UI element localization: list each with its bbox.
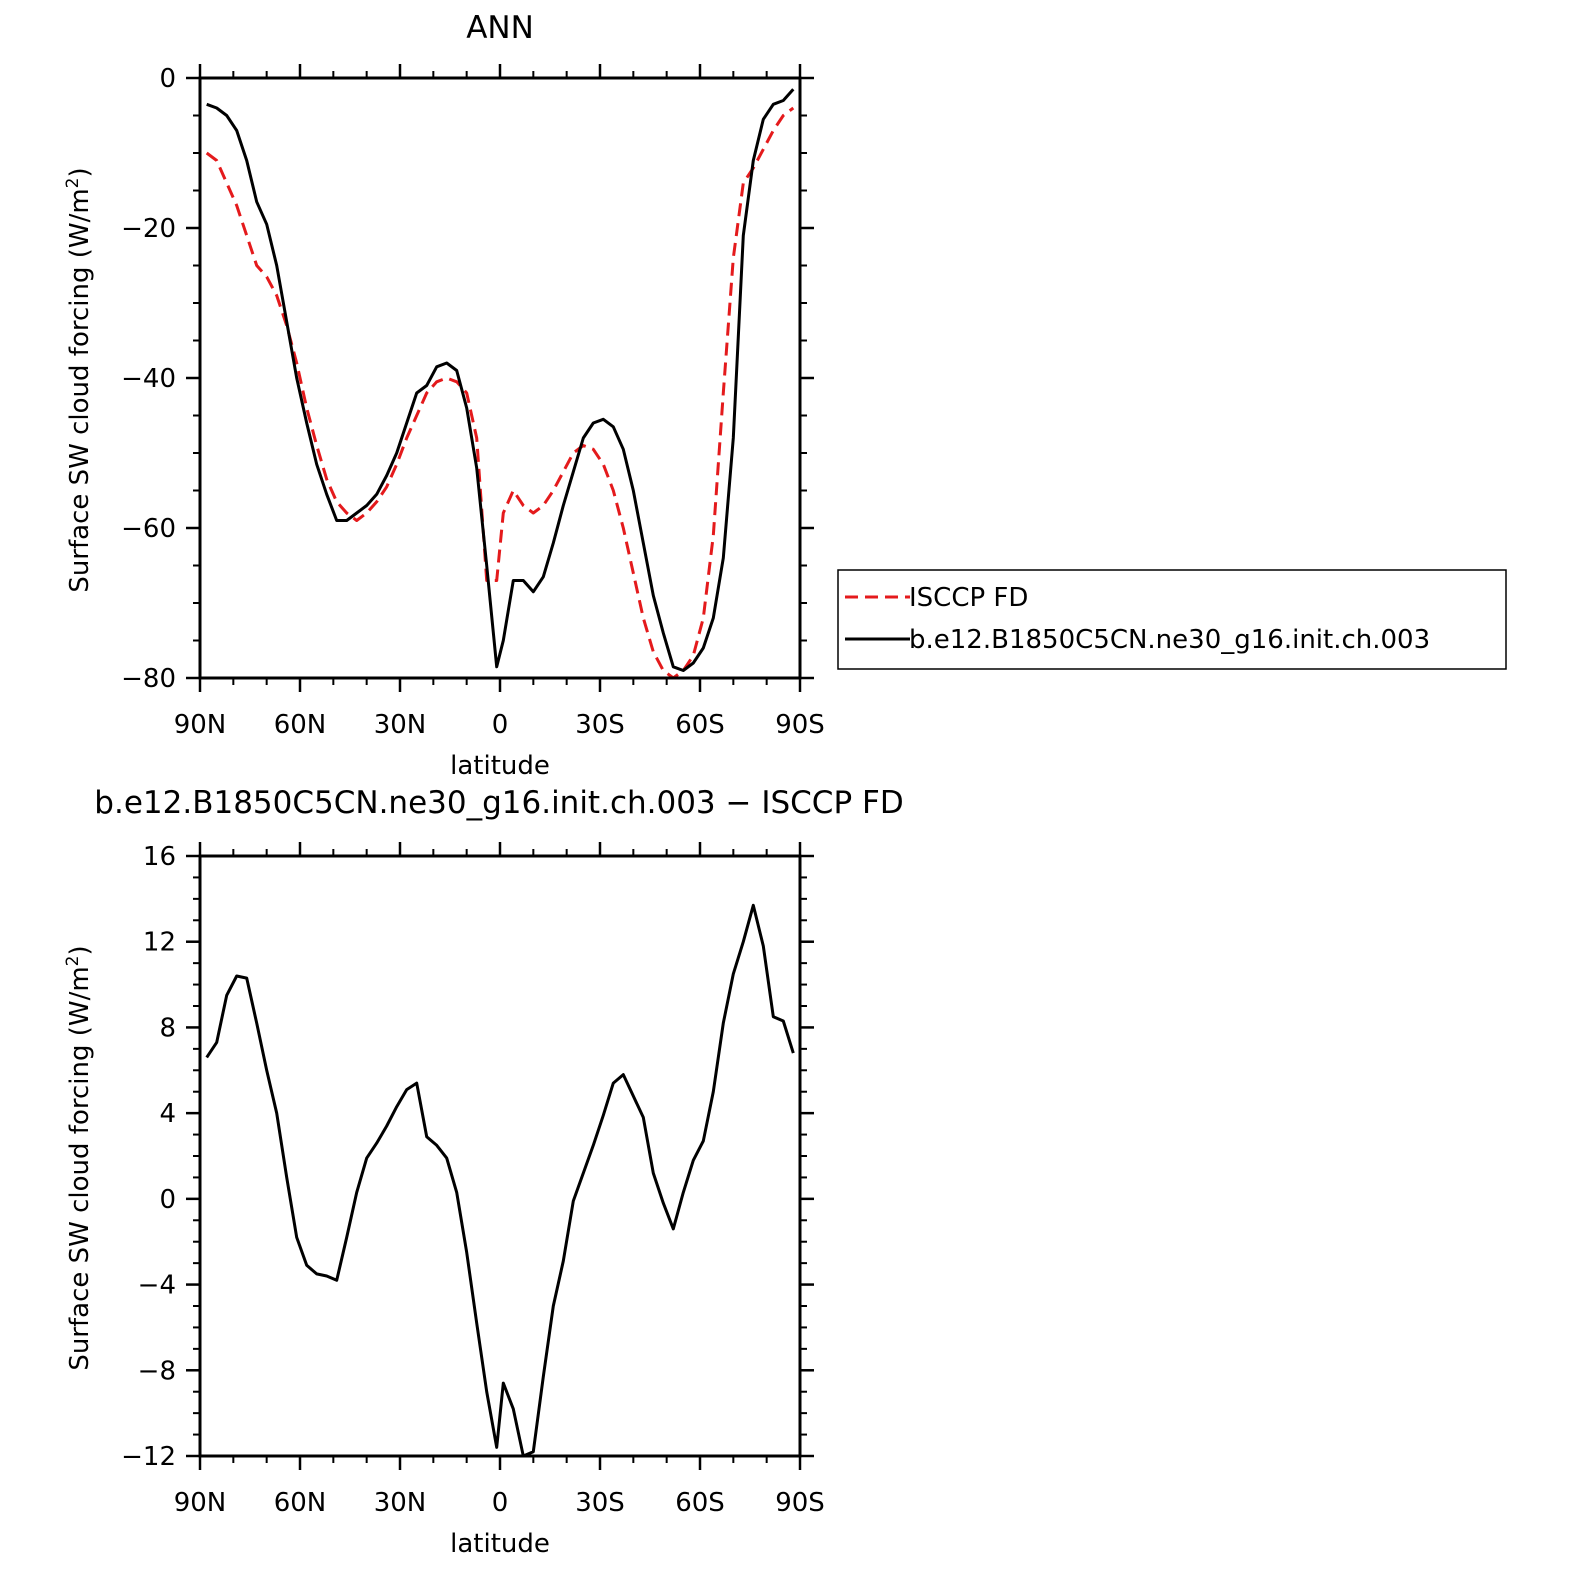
top-plot-frame [198,76,802,680]
y-tick-label: 16 [143,842,176,872]
y-tick-label: 8 [159,1013,176,1043]
x-tick-label: 60N [274,1488,327,1518]
legend-box [837,569,1507,670]
y-tick-label: −4 [138,1271,176,1301]
top-y-axis-label: Surface SW cloud forcing (W/m2) [63,167,95,592]
x-tick-label: 0 [492,710,509,740]
x-tick-label: 30S [575,710,625,740]
top-chart-title: ANN [466,10,534,46]
y-tick-label: 0 [159,1185,176,1215]
bottom-y-axis-label: Surface SW cloud forcing (W/m2) [63,945,95,1370]
y-tick-label: −40 [121,364,176,394]
series-line-0-0 [205,106,795,680]
bottom-axis-ticks: 90N 60N 30N 0 30S 60S 90S 16 12 8 4 0 −4 −8 −12 [121,842,825,1518]
x-tick-label: 30N [374,1488,427,1518]
top-axis-ticks: 90N 60N 30N 0 30S 60S 90S 0 −20 −40 −60 −80 [121,64,825,740]
bottom-chart-title: b.e12.B1850C5CN.ne30_g16.init.ch.003 − I… [94,785,903,821]
y-tick-label: 12 [143,928,176,958]
x-tick-label: 90N [174,1488,227,1518]
series-line-0-1 [206,88,795,672]
bottom-plot-frame [198,854,802,1458]
y-tick-label: 0 [159,64,176,94]
y-tick-label: −80 [121,664,176,694]
x-tick-label: 60N [274,710,327,740]
y-tick-label: −60 [121,514,176,544]
x-tick-label: 90S [775,710,825,740]
y-tick-label: −8 [138,1356,176,1386]
x-tick-label: 60S [675,1488,725,1518]
legend-label-isccp: ISCCP FD [909,583,1028,613]
bottom-x-axis-label: latitude [450,1529,550,1559]
bottom-panel: b.e12.B1850C5CN.ne30_g16.init.ch.003 − I… [63,785,904,1559]
top-panel: ANN 90N 60N 30N 0 30S 60S 90S 0 −20 −40 −60 −80 lat… [63,10,825,781]
top-plot-lines [205,88,795,680]
legend: ISCCP FD b.e12.B1850C5CN.ne30_g16.init.c… [837,569,1507,670]
x-tick-label: 90S [775,1488,825,1518]
bottom-plot-lines [205,903,795,1458]
y-tick-label: −20 [121,214,176,244]
top-x-axis-label: latitude [450,751,550,781]
x-tick-label: 30N [374,710,427,740]
x-tick-label: 0 [492,1488,509,1518]
legend-label-model: b.e12.B1850C5CN.ne30_g16.init.ch.003 [909,625,1430,655]
x-tick-label: 90N [174,710,227,740]
y-tick-label: 4 [159,1099,176,1129]
x-tick-label: 30S [575,1488,625,1518]
y-tick-label: −12 [121,1442,176,1472]
series-line-1-0 [205,903,795,1458]
x-tick-label: 60S [675,710,725,740]
